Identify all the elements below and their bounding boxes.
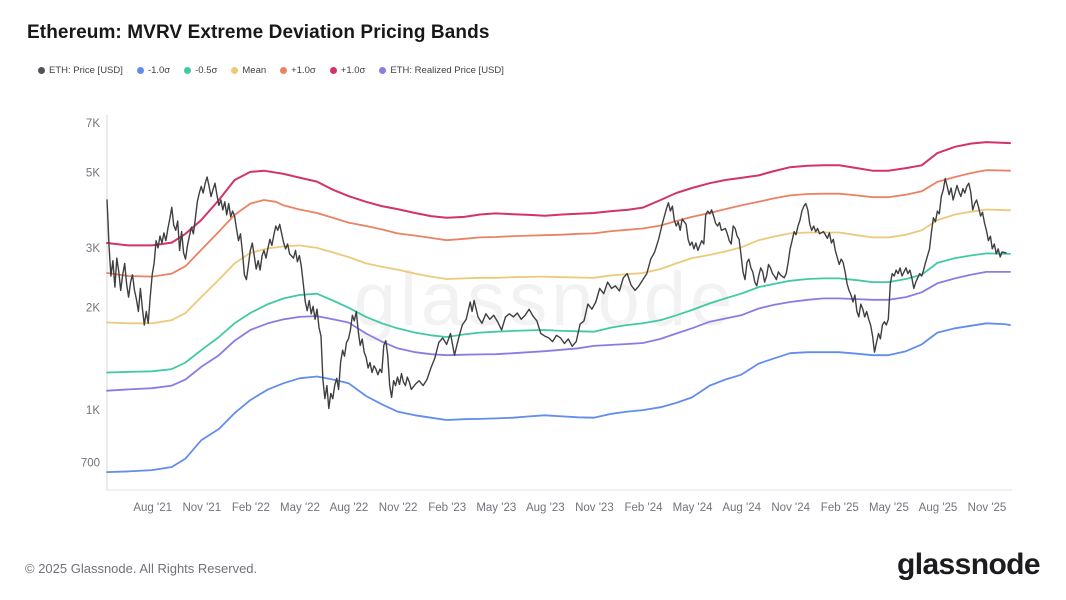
y-tick-label: 7K (86, 118, 100, 130)
legend-dot-icon (231, 67, 239, 74)
x-tick-label: May '23 (476, 502, 516, 514)
y-tick-label: 3K (86, 243, 100, 255)
x-tick-label: May '22 (280, 502, 320, 514)
y-tick-label: 2K (86, 303, 100, 315)
x-tick-label: May '25 (869, 502, 909, 514)
legend-item-3[interactable]: Mean (231, 65, 266, 76)
x-tick-label: May '24 (673, 502, 714, 514)
x-tick-label: Aug '25 (919, 502, 958, 514)
legend-dot-icon (379, 67, 387, 74)
legend-label: -1.0σ (147, 65, 171, 76)
y-tick-label: 700 (81, 458, 100, 470)
legend-item-1[interactable]: -1.0σ (136, 65, 171, 76)
series-line-2 (106, 252, 1011, 374)
watermark: glassnode (354, 257, 737, 342)
glassnode-logo: glassnode (897, 548, 1041, 581)
legend-dot-icon (136, 67, 144, 74)
x-tick-label: Aug '23 (526, 502, 565, 514)
legend-label: +1.0σ (291, 65, 316, 76)
legend-label: ETH: Price [USD] (49, 65, 123, 76)
x-tick-label: Nov '21 (182, 502, 221, 514)
x-tick-label: Feb '25 (821, 502, 859, 514)
legend-label: Mean (242, 65, 267, 76)
legend: ETH: Price [USD] -1.0σ -0.5σ Mean +1.0σ +1.0σ… (38, 65, 504, 76)
legend-dot-icon (280, 67, 288, 74)
legend-label: +1.0σ (340, 65, 366, 76)
legend-item-5[interactable]: +1.0σ (329, 65, 366, 76)
series-line-5 (106, 141, 1011, 247)
chart-title: Ethereum: MVRV Extreme Deviation Pricing… (27, 22, 490, 43)
legend-item-2[interactable]: -0.5σ (184, 65, 217, 76)
x-tick-label: Nov '25 (968, 502, 1007, 514)
y-tick-label: 5K (86, 167, 100, 179)
x-tick-label: Aug '24 (722, 502, 761, 514)
x-tick-label: Feb '23 (428, 502, 466, 514)
legend-label: ETH: Realized Price [USD] (390, 65, 504, 76)
legend-label: -0.5σ (195, 65, 218, 76)
legend-item-6[interactable]: ETH: Realized Price [USD] (379, 65, 504, 76)
legend-item-4[interactable]: +1.0σ (280, 65, 316, 76)
x-tick-label: Aug '21 (133, 502, 172, 514)
y-tick-label: 1K (86, 405, 100, 417)
legend-dot-icon (38, 67, 45, 74)
x-tick-label: Nov '24 (771, 502, 810, 514)
series-line-0 (106, 322, 1011, 474)
legend-dot-icon (184, 67, 192, 74)
series-line-4 (106, 169, 1011, 278)
x-tick-label: Nov '22 (379, 502, 418, 514)
x-tick-label: Nov '23 (575, 502, 614, 514)
x-tick-label: Feb '24 (625, 502, 664, 514)
copyright-text: © 2025 Glassnode. All Rights Reserved. (25, 561, 258, 576)
legend-dot-icon (329, 67, 337, 74)
series-line-6 (106, 176, 1007, 410)
x-tick-label: Aug '22 (330, 502, 369, 514)
series-line-1 (106, 270, 1011, 392)
legend-item-0[interactable]: ETH: Price [USD] (38, 65, 123, 76)
x-tick-label: Feb '22 (232, 502, 270, 514)
